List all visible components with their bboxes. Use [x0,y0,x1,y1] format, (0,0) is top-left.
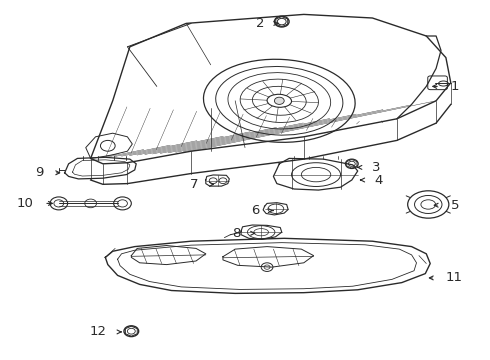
Text: 2: 2 [256,17,265,30]
Text: 1: 1 [451,80,459,93]
Ellipse shape [274,97,284,104]
Text: 8: 8 [232,227,240,240]
Text: 6: 6 [251,204,260,217]
Text: 3: 3 [372,161,381,174]
Text: 4: 4 [375,174,383,186]
Text: 9: 9 [35,166,43,179]
Text: 5: 5 [451,199,459,212]
Text: 12: 12 [90,325,107,338]
Text: 10: 10 [17,197,33,210]
Text: 11: 11 [446,271,463,284]
Text: 7: 7 [190,178,198,191]
